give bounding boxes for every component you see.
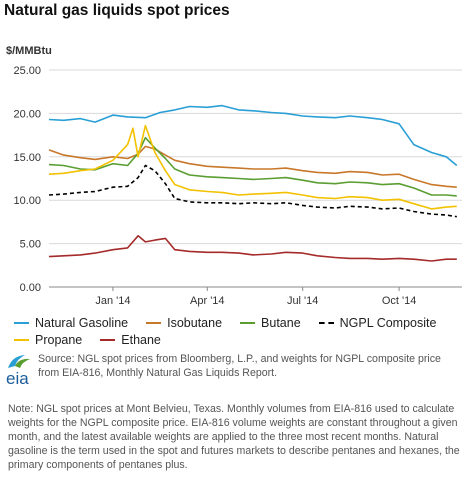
legend-swatch-propane — [14, 338, 29, 341]
y-tick-label: 25.00 — [13, 65, 41, 77]
x-axis-ticks: Jan '14 Apr '14 Jul '14 Oct '14 — [95, 287, 416, 307]
eia-logo-icon: eia — [6, 355, 30, 388]
chart-title: Natural gas liquids spot prices — [4, 2, 230, 19]
legend-swatch-ngpl-composite — [318, 321, 334, 324]
legend-item-natural-gasoline: Natural Gasoline — [14, 316, 128, 330]
series-lines — [48, 104, 458, 262]
series-line-natural-gasoline — [48, 104, 458, 167]
legend-item-propane: Propane — [14, 333, 82, 347]
legend-item-ngpl-composite: NGPL Composite — [318, 315, 437, 330]
svg-text:eia: eia — [6, 369, 29, 388]
y-tick-label: 0.00 — [20, 282, 41, 294]
series-line-butane — [48, 136, 457, 197]
note-text: Note: NGL spot prices at Mont Belvieu, T… — [8, 403, 460, 471]
series-line-isobutane — [48, 145, 457, 188]
legend-row-2: Propane Ethane — [14, 331, 464, 348]
legend-label-propane: Propane — [35, 332, 83, 347]
legend-label-isobutane: Isobutane — [167, 315, 223, 330]
x-tick-label: Jul '14 — [287, 295, 318, 307]
y-tick-label: 5.00 — [20, 239, 41, 251]
legend-swatch-isobutane — [146, 321, 162, 324]
x-tick-label: Oct '14 — [382, 295, 417, 307]
y-tick-label: 20.00 — [13, 108, 41, 120]
legend-item-isobutane: Isobutane — [146, 316, 222, 330]
line-chart: 0.00 5.00 10.00 15.00 20.00 25.00 Jan '14 Apr … — [13, 65, 462, 307]
y-axis-ticks: 0.00 5.00 10.00 15.00 20.00 25.00 — [13, 65, 41, 294]
legend-label-natural-gasoline: Natural Gasoline — [35, 315, 129, 330]
series-line-ethane — [48, 235, 457, 262]
legend-label-ngpl-composite: NGPL Composite — [339, 315, 437, 330]
legend-item-butane: Butane — [240, 316, 301, 330]
x-tick-label: Apr '14 — [190, 295, 225, 307]
legend-label-butane: Butane — [261, 315, 301, 330]
source-text: Source: NGL spot prices from Bloomberg, … — [38, 353, 441, 379]
series-line-propane — [48, 124, 457, 210]
x-tick-label: Jan '14 — [95, 295, 130, 307]
legend-label-ethane: Ethane — [121, 332, 161, 347]
series-line-ngpl-composite — [48, 164, 457, 218]
legend-swatch-ethane — [100, 338, 116, 341]
legend-swatch-natural-gasoline — [14, 321, 29, 324]
y-tick-label: 15.00 — [13, 152, 41, 164]
y-axis-unit-label: $/MMBtu — [6, 45, 52, 57]
legend-swatch-butane — [240, 321, 256, 324]
legend-item-ethane: Ethane — [100, 333, 161, 347]
y-tick-label: 10.00 — [13, 195, 41, 207]
chart-legend: Natural Gasoline Isobutane Butane NGPL C… — [14, 314, 464, 348]
legend-row-1: Natural Gasoline Isobutane Butane NGPL C… — [14, 314, 464, 331]
